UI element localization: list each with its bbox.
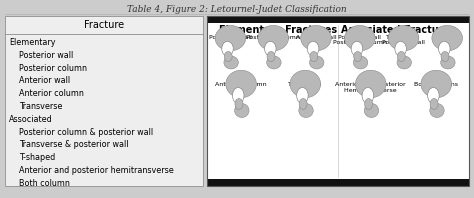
Text: Posterior Wall: Posterior Wall	[209, 35, 252, 40]
Text: Hemi Transverse: Hemi Transverse	[345, 88, 397, 92]
Bar	[207, 179, 469, 186]
Ellipse shape	[264, 41, 276, 56]
Ellipse shape	[299, 98, 307, 109]
Ellipse shape	[290, 70, 320, 98]
Text: Transverse: Transverse	[288, 82, 322, 87]
Ellipse shape	[421, 70, 452, 98]
Ellipse shape	[354, 51, 362, 62]
Ellipse shape	[235, 104, 249, 117]
Text: Associated Fractures: Associated Fractures	[341, 25, 456, 35]
Ellipse shape	[388, 26, 419, 51]
Bar	[207, 16, 469, 186]
Text: Both Columns: Both Columns	[414, 82, 458, 87]
Ellipse shape	[438, 41, 450, 56]
Ellipse shape	[310, 56, 324, 69]
Ellipse shape	[307, 41, 319, 56]
Bar	[207, 23, 469, 179]
Ellipse shape	[441, 56, 455, 69]
Ellipse shape	[395, 41, 406, 56]
Ellipse shape	[432, 26, 463, 51]
Text: Table 4, Figure 2: Letournel-Judet Classification: Table 4, Figure 2: Letournel-Judet Class…	[127, 5, 347, 14]
Text: Transverse: Transverse	[386, 35, 420, 40]
Ellipse shape	[299, 104, 313, 117]
Text: Posterior wall: Posterior wall	[19, 51, 73, 60]
Text: Anterior wall: Anterior wall	[19, 76, 70, 85]
Text: Anterior Column: Anterior Column	[215, 82, 267, 87]
Ellipse shape	[222, 41, 233, 56]
Text: Elementary: Elementary	[9, 38, 55, 47]
Ellipse shape	[267, 56, 281, 69]
Bar	[5, 16, 203, 186]
Ellipse shape	[430, 98, 438, 109]
Text: T-Shaped: T-Shaped	[433, 35, 462, 40]
Text: Posterior Column: Posterior Column	[246, 35, 300, 40]
Ellipse shape	[356, 70, 386, 98]
Text: Posterior column: Posterior column	[19, 64, 87, 73]
Ellipse shape	[365, 98, 373, 109]
Ellipse shape	[258, 26, 289, 51]
Text: Transverse & posterior wall: Transverse & posterior wall	[19, 140, 128, 149]
Text: Posterior Column: Posterior Column	[333, 41, 387, 46]
Text: Fracture: Fracture	[84, 20, 124, 30]
Text: Anterior Wall: Anterior Wall	[296, 35, 336, 40]
Text: Both column: Both column	[19, 179, 70, 188]
Ellipse shape	[235, 98, 243, 109]
Text: Elementary Fractures: Elementary Fractures	[219, 25, 337, 35]
Ellipse shape	[441, 51, 449, 62]
Ellipse shape	[397, 51, 405, 62]
Text: Posterior column & posterior wall: Posterior column & posterior wall	[19, 128, 153, 137]
Ellipse shape	[351, 41, 363, 56]
Ellipse shape	[232, 88, 244, 104]
Ellipse shape	[224, 56, 238, 69]
Text: Anterior and posterior hemitransverse: Anterior and posterior hemitransverse	[19, 166, 174, 175]
Text: Posterior Wall: Posterior Wall	[382, 41, 425, 46]
Ellipse shape	[365, 104, 379, 117]
Ellipse shape	[430, 104, 444, 117]
Ellipse shape	[267, 51, 275, 62]
Ellipse shape	[224, 51, 232, 62]
Text: Transverse: Transverse	[19, 102, 63, 111]
Text: Anterior column: Anterior column	[19, 89, 84, 98]
Ellipse shape	[353, 56, 368, 69]
Ellipse shape	[301, 26, 331, 51]
Ellipse shape	[397, 56, 411, 69]
Ellipse shape	[428, 88, 439, 104]
Bar	[207, 16, 469, 23]
Ellipse shape	[362, 88, 374, 104]
Ellipse shape	[297, 88, 308, 104]
Text: Associated: Associated	[9, 115, 53, 124]
Ellipse shape	[310, 51, 318, 62]
Text: Anterior with Posterior: Anterior with Posterior	[336, 82, 406, 87]
Ellipse shape	[345, 26, 375, 51]
Text: Posterior Wall: Posterior Wall	[338, 35, 381, 40]
Ellipse shape	[226, 70, 256, 98]
Ellipse shape	[215, 26, 246, 51]
Text: T-shaped: T-shaped	[19, 153, 55, 162]
